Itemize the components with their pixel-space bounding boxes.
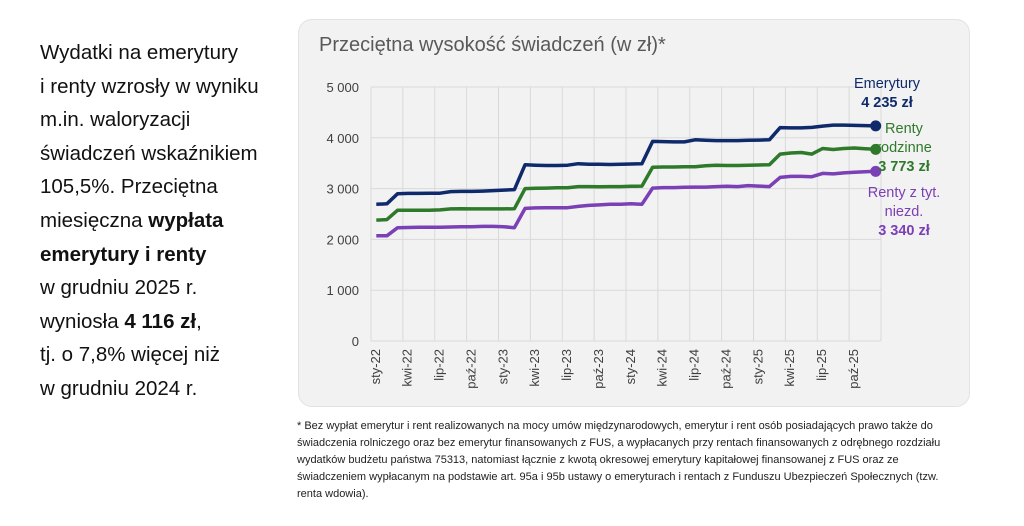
y-tick-label: 5 000 [326,80,359,95]
legend-value: 3 773 zł [878,159,930,175]
lead-text: 105,5%. Przeciętna [40,175,218,199]
lead-text: Wydatki na emerytury [40,41,239,64]
lead-text: w grudniu 2024 r. [40,376,198,400]
legend-label: rodzinne [876,140,932,156]
x-tick-label: lip-24 [687,349,702,381]
lead-text: m.in. waloryzacji [40,108,191,132]
lead-text: tj. o 7,8% więcej niż [40,343,221,367]
x-tick-label: lip-23 [559,349,574,381]
lead-text: świadczeń wskaźnikiem [40,141,258,165]
legend-label: Emerytury [853,76,921,92]
lead-text: i renty wzrosły w wyniku [40,74,259,98]
x-tick-label: kwi-23 [527,349,542,387]
lead-line: i renty wzrosły w wyniku [40,70,300,104]
series-line-renty-rodzinne [376,146,876,222]
lead-line: 105,5%. Przeciętna [40,170,300,204]
chart-card: Przeciętna wysokość świadczeń (w zł)* 0 1… [298,19,970,407]
lead-line: tj. o 7,8% więcej niż [40,338,300,372]
legend-value: 4 235 zł [861,95,913,111]
x-tick-label: paź-23 [591,349,606,389]
x-tick-label: sty-25 [750,349,765,384]
line-chart: 0 1 000 2 000 3 000 4 000 5 000 sty-22 kwi-22 li… [326,80,882,389]
lead-line: świadczeń wskaźnikiem [40,137,300,171]
lead-line: w grudniu 2025 r. [40,271,300,305]
series-end-marker [870,143,882,155]
lead-text: w grudniu 2025 r. [40,276,198,300]
y-tick-label: 1 000 [326,283,359,298]
lead-paragraph: Wydatki na emerytury i renty wzrosły w wy… [40,36,300,406]
lead-text: , [196,309,202,333]
lead-line: Wydatki na emerytury [40,36,300,70]
x-tick-label: sty-23 [495,349,510,384]
x-tick-label: kwi-22 [400,349,415,387]
series-line-emerytury [376,123,876,207]
legend-renty-rodzinne: Renty rodzinne 3 773 zł [865,120,943,177]
y-tick-label: 2 000 [326,232,359,247]
lead-text: wyniosła [40,309,125,333]
footnote: * Bez wypłat emerytur i rent realizowany… [297,420,941,500]
chart-title: Przeciętna wysokość świadczeń (w zł)* [319,34,666,56]
x-tick-label: paź-22 [463,349,478,389]
lead-emphasis: 4 116 zł [124,309,197,333]
y-tick-label: 3 000 [326,182,359,197]
legend-value: 3 340 zł [878,223,930,239]
series-line-renty-z-tyt-niezd- [376,169,876,238]
lead-line: w grudniu 2024 r. [40,372,300,406]
legend-renty-niezd: Renty z tyt. niezd. 3 340 zł [865,184,943,241]
x-tick-label: kwi-24 [655,349,670,387]
y-tick-label: 0 [352,334,359,349]
x-tick-label: lip-22 [432,349,447,381]
lead-line: miesięczna wypłata [40,204,300,238]
x-tick-label: sty-24 [623,349,638,384]
legend-label: Renty [885,121,923,137]
legend-label: niezd. [884,204,924,220]
lead-line: emerytury i renty [40,238,300,272]
lead-emphasis: emerytury i renty [40,242,207,266]
lead-emphasis: wypłata [148,208,224,232]
x-tick-label: kwi-25 [782,349,797,387]
lead-text: miesięczna [40,208,149,232]
series-end-marker [870,120,882,132]
y-tick-label: 4 000 [326,131,359,146]
series-end-marker [870,165,882,177]
x-tick-label: paź-25 [846,349,861,389]
x-tick-label: sty-22 [368,349,383,384]
legend-emerytury: Emerytury 4 235 zł [837,75,937,113]
x-tick-label: paź-24 [718,349,733,389]
lead-line: wyniosła 4 116 zł, [40,305,300,339]
legend-label: Renty z tyt. [867,185,941,201]
x-tick-label: lip-25 [814,349,829,381]
lead-line: m.in. waloryzacji [40,103,300,137]
